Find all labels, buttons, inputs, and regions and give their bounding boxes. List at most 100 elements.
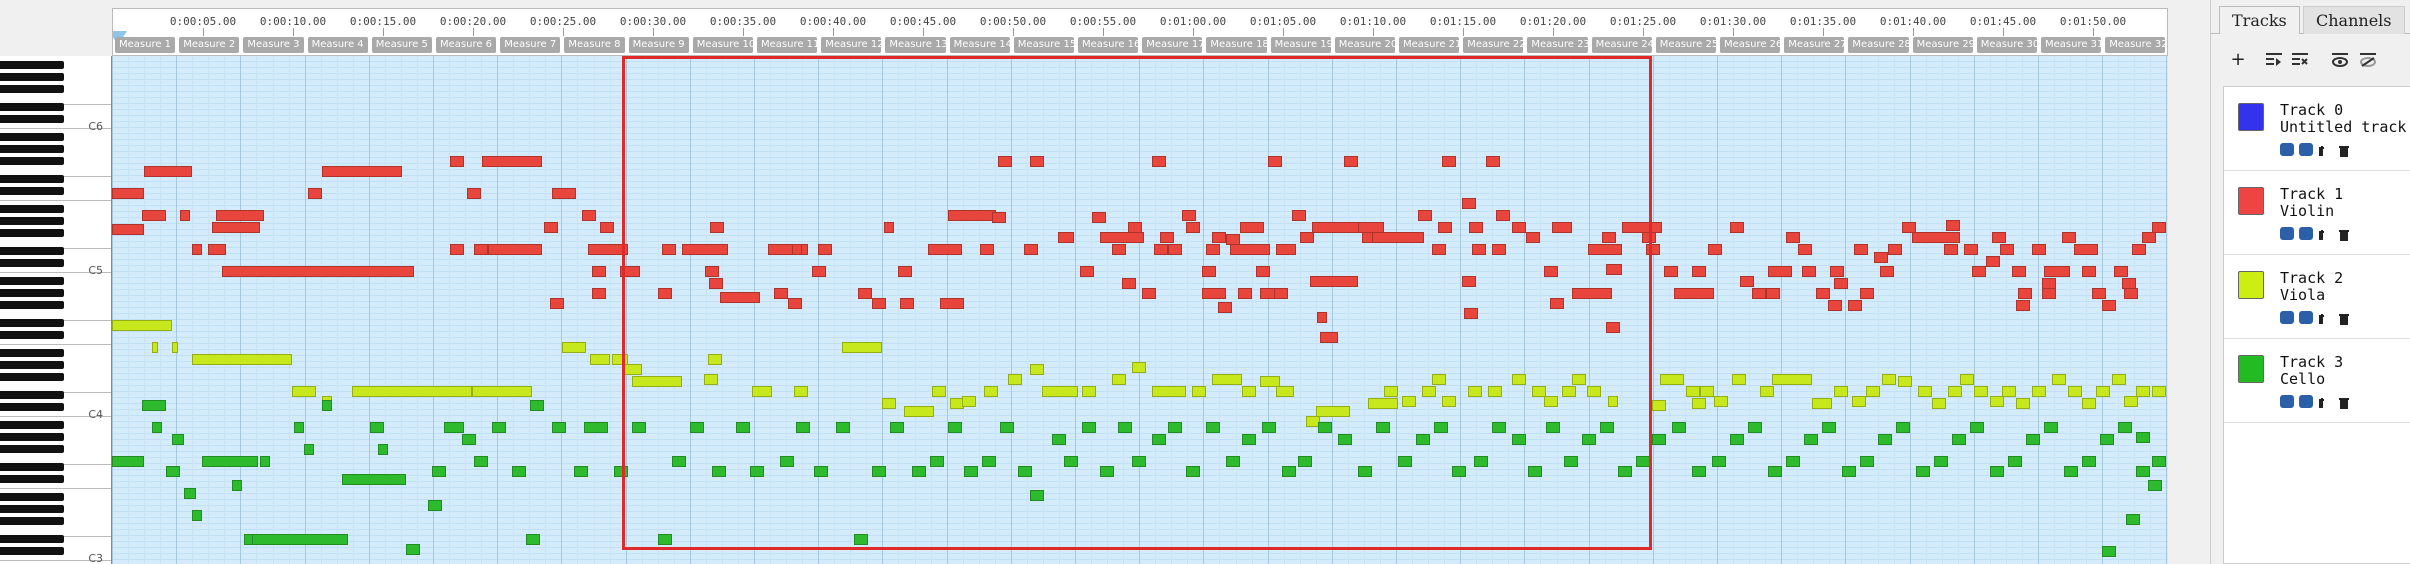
violin-note[interactable]: [208, 244, 226, 255]
violin-note[interactable]: [1462, 276, 1476, 287]
violin-note[interactable]: [144, 166, 192, 177]
measure-marker[interactable]: Measure 14: [949, 37, 1010, 53]
cello-note[interactable]: [1118, 422, 1132, 433]
cello-note[interactable]: [1990, 466, 2004, 477]
viola-note[interactable]: [1932, 398, 1946, 409]
violin-note[interactable]: [1972, 266, 1986, 277]
speaker-icon[interactable]: [2299, 395, 2313, 408]
violin-note[interactable]: [474, 244, 488, 255]
viola-note[interactable]: [1132, 362, 1146, 373]
cello-note[interactable]: [152, 422, 162, 433]
track-color-swatch[interactable]: [2238, 187, 2264, 215]
black-key[interactable]: [0, 145, 64, 153]
violin-note[interactable]: [1300, 232, 1314, 243]
viola-note[interactable]: [1732, 374, 1746, 385]
viola-note[interactable]: [1760, 386, 1774, 397]
tab-tracks[interactable]: Tracks: [2219, 6, 2300, 34]
black-key[interactable]: [0, 85, 64, 93]
violin-note[interactable]: [1708, 244, 1722, 255]
violin-note[interactable]: [1058, 232, 1074, 243]
cello-note[interactable]: [1842, 466, 1856, 477]
cello-note[interactable]: [1512, 434, 1526, 445]
viola-note[interactable]: [2082, 398, 2096, 409]
viola-note[interactable]: [1652, 400, 1666, 411]
violin-note[interactable]: [1798, 244, 1812, 255]
viola-note[interactable]: [1834, 386, 1848, 397]
violin-note[interactable]: [112, 188, 144, 199]
cello-note[interactable]: [574, 466, 588, 477]
violin-note[interactable]: [2092, 288, 2106, 299]
cello-note[interactable]: [462, 434, 476, 445]
violin-note[interactable]: [710, 222, 724, 233]
violin-note[interactable]: [658, 288, 672, 299]
cello-note[interactable]: [672, 456, 686, 467]
violin-note[interactable]: [1848, 300, 1862, 311]
viola-note[interactable]: [1422, 386, 1436, 397]
violin-note[interactable]: [1880, 266, 1894, 277]
measure-marker[interactable]: Measure 28: [1848, 37, 1909, 53]
violin-note[interactable]: [544, 222, 558, 233]
cello-note[interactable]: [1018, 466, 1032, 477]
violin-note[interactable]: [1550, 298, 1564, 309]
cello-note[interactable]: [1822, 422, 1836, 433]
measure-marker[interactable]: Measure 12: [821, 37, 882, 53]
violin-note[interactable]: [2042, 288, 2056, 299]
viola-note[interactable]: [1030, 364, 1044, 375]
violin-note[interactable]: [1218, 302, 1232, 313]
viola-note[interactable]: [962, 396, 976, 407]
track-options-icon[interactable]: [2261, 48, 2287, 72]
cello-note[interactable]: [260, 456, 270, 467]
measure-marker[interactable]: Measure 18: [1206, 37, 1267, 53]
viola-note[interactable]: [152, 342, 158, 353]
cello-note[interactable]: [796, 422, 810, 433]
viola-note[interactable]: [1442, 396, 1456, 407]
violin-note[interactable]: [1902, 222, 1916, 233]
violin-note[interactable]: [588, 244, 628, 255]
cello-note[interactable]: [1282, 466, 1296, 477]
viola-note[interactable]: [1608, 396, 1618, 407]
viola-note[interactable]: [1468, 386, 1482, 397]
black-key[interactable]: [0, 535, 64, 543]
track-row[interactable]: Track 0 Untitled track: [2224, 87, 2410, 171]
violin-note[interactable]: [1230, 244, 1270, 255]
viola-note[interactable]: [2032, 386, 2046, 397]
violin-note[interactable]: [1802, 266, 1816, 277]
viola-note[interactable]: [2124, 396, 2138, 407]
cello-note[interactable]: [1786, 456, 1800, 467]
violin-note[interactable]: [1912, 232, 1960, 243]
measure-marker[interactable]: Measure 24: [1591, 37, 1652, 53]
violin-note[interactable]: [450, 156, 464, 167]
track-color-swatch[interactable]: [2238, 103, 2264, 131]
trash-icon[interactable]: [2337, 143, 2351, 157]
violin-note[interactable]: [2132, 244, 2146, 255]
cello-note[interactable]: [1970, 422, 1984, 433]
violin-note[interactable]: [1469, 222, 1483, 233]
violin-note[interactable]: [1202, 288, 1226, 299]
violin-note[interactable]: [662, 244, 676, 255]
measure-marker[interactable]: Measure 9: [628, 37, 689, 53]
violin-note[interactable]: [1606, 264, 1622, 275]
viola-note[interactable]: [1432, 374, 1446, 385]
black-key[interactable]: [0, 373, 64, 381]
violin-note[interactable]: [1212, 232, 1226, 243]
black-key[interactable]: [0, 349, 64, 357]
record-arm-icon[interactable]: [2318, 227, 2332, 240]
timeline-ruler[interactable]: 0:00:05.00 0:00:10.00 0:00:15.00 0:00:20.00…: [112, 8, 2168, 56]
viola-note[interactable]: [612, 354, 628, 365]
black-key[interactable]: [0, 61, 64, 69]
violin-note[interactable]: [1268, 156, 1282, 167]
cello-note[interactable]: [584, 422, 608, 433]
violin-note[interactable]: [2062, 232, 2076, 243]
measure-marker[interactable]: Measure 30: [1976, 37, 2037, 53]
violin-note[interactable]: [1830, 266, 1844, 277]
cello-note[interactable]: [1206, 422, 1220, 433]
viola-note[interactable]: [1192, 386, 1206, 397]
cello-note[interactable]: [552, 422, 566, 433]
black-key[interactable]: [0, 493, 64, 501]
violin-note[interactable]: [1752, 288, 1766, 299]
black-key[interactable]: [0, 133, 64, 141]
violin-note[interactable]: [2114, 266, 2128, 277]
violin-note[interactable]: [992, 212, 1006, 223]
violin-note[interactable]: [818, 244, 832, 255]
cello-note[interactable]: [112, 456, 144, 467]
